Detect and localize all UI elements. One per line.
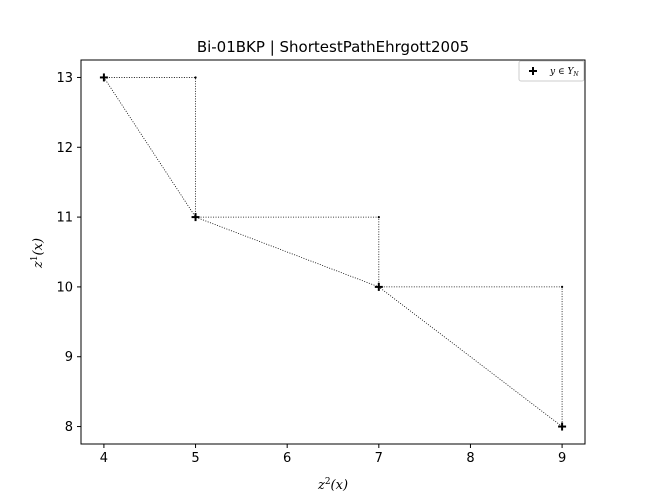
data-point [374, 282, 383, 291]
x-axis: 4 5 6 7 8 9 [100, 444, 566, 466]
legend: y ∈ YN [518, 60, 585, 82]
plot-frame [80, 59, 586, 445]
staircase-segment [103, 77, 196, 218]
y-tick-label: 11 [56, 211, 73, 226]
legend-box [518, 60, 585, 82]
connecting-line [103, 77, 563, 427]
y-tick-label: 13 [56, 71, 73, 86]
legend-marker [529, 67, 537, 75]
x-tick-label: 7 [375, 451, 383, 466]
data-point [191, 213, 200, 222]
y-axis-label: z1(x) [30, 238, 46, 269]
y-tick-label: 9 [65, 350, 73, 365]
staircase-corner-point [377, 215, 380, 219]
staircase-corner-point [194, 76, 197, 79]
y-tick-label: 10 [56, 280, 73, 295]
x-tick-label: 4 [100, 451, 108, 466]
data-point [558, 422, 567, 431]
chart-title: Bi-01BKP | ShortestPathEhrgott2005 [197, 38, 469, 56]
y-tick-label: 12 [56, 141, 73, 156]
y-tick-label: 8 [65, 420, 73, 435]
x-tick-label: 9 [558, 451, 566, 466]
staircase-corner-point [560, 285, 564, 289]
plot-area [99, 73, 567, 431]
x-axis-label: z2(x) [317, 477, 348, 493]
x-tick-label: 5 [191, 451, 199, 466]
legend-label: y ∈ YN [549, 67, 579, 78]
y-axis: 8 9 10 11 12 13 [56, 71, 81, 435]
x-tick-label: 8 [466, 451, 474, 466]
data-point [99, 73, 108, 82]
x-tick-label: 6 [283, 451, 291, 466]
